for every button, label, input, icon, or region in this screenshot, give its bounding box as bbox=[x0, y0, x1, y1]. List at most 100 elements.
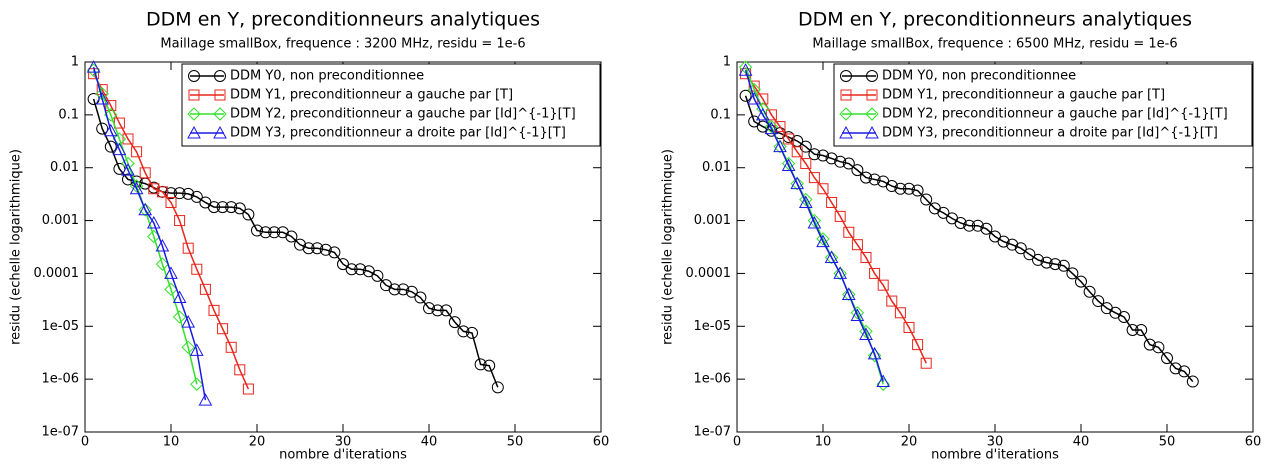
marker bbox=[807, 213, 822, 228]
marker bbox=[781, 158, 796, 172]
y-tick-label: 0.0001 bbox=[686, 266, 732, 281]
marker bbox=[866, 89, 878, 101]
series-line bbox=[744, 69, 884, 382]
marker bbox=[859, 327, 873, 340]
marker bbox=[790, 176, 805, 190]
x-tick-label: 0 bbox=[81, 435, 89, 450]
marker bbox=[817, 149, 829, 162]
marker bbox=[172, 290, 187, 304]
marker bbox=[242, 383, 254, 395]
marker bbox=[808, 172, 820, 184]
marker bbox=[1092, 295, 1105, 308]
marker bbox=[187, 125, 201, 139]
marker bbox=[963, 219, 976, 232]
marker bbox=[865, 125, 879, 139]
marker bbox=[790, 176, 804, 191]
marker bbox=[1083, 285, 1096, 298]
marker bbox=[807, 215, 822, 229]
marker bbox=[131, 146, 143, 158]
marker bbox=[920, 357, 932, 369]
marker bbox=[867, 348, 882, 363]
marker bbox=[1075, 275, 1087, 288]
marker bbox=[213, 107, 227, 121]
marker bbox=[155, 238, 170, 252]
x-tick-label: 40 bbox=[421, 435, 438, 450]
marker bbox=[1169, 362, 1182, 375]
legend-box bbox=[181, 63, 601, 147]
chart-title: DDM en Y, preconditionneurs analytiques bbox=[798, 9, 1192, 31]
marker bbox=[146, 215, 161, 229]
marker bbox=[903, 182, 915, 195]
marker bbox=[104, 108, 118, 122]
chart: DDM en Y, preconditionneurs analytiques M… bbox=[661, 9, 1262, 463]
marker bbox=[920, 193, 933, 206]
marker bbox=[850, 306, 865, 320]
marker bbox=[839, 107, 853, 121]
marker bbox=[1057, 259, 1070, 272]
legend-label: DDM Y0, non preconditionnee bbox=[882, 69, 1076, 84]
marker bbox=[1161, 352, 1173, 365]
marker bbox=[233, 202, 246, 215]
marker bbox=[860, 252, 872, 264]
marker bbox=[850, 308, 865, 321]
marker bbox=[824, 250, 839, 265]
marker bbox=[164, 266, 178, 279]
x-tick-label: 40 bbox=[1073, 435, 1090, 450]
marker bbox=[773, 139, 787, 153]
y-tick-label: 0.01 bbox=[702, 160, 731, 175]
marker bbox=[268, 226, 281, 239]
marker bbox=[251, 224, 263, 237]
marker bbox=[894, 182, 907, 195]
y-tick-label: 0.1 bbox=[710, 107, 731, 122]
marker bbox=[798, 195, 813, 208]
y-tick-label: 0.1 bbox=[58, 107, 79, 122]
marker bbox=[843, 226, 855, 238]
marker bbox=[104, 140, 117, 153]
marker bbox=[156, 186, 168, 198]
marker bbox=[747, 91, 762, 105]
marker bbox=[112, 142, 127, 156]
marker bbox=[885, 180, 898, 193]
marker bbox=[764, 119, 779, 134]
marker bbox=[971, 219, 984, 232]
y-tick-label: 1 bbox=[71, 55, 79, 70]
marker bbox=[148, 183, 160, 195]
marker bbox=[842, 287, 856, 302]
y-axis-label: residu (echelle logarithmique) bbox=[661, 149, 676, 345]
marker bbox=[833, 266, 848, 279]
marker bbox=[217, 323, 229, 335]
marker bbox=[328, 246, 341, 259]
y-tick-label: 1e-06 bbox=[41, 372, 79, 387]
x-tick-label: 30 bbox=[987, 435, 1004, 450]
marker bbox=[739, 89, 752, 102]
marker bbox=[800, 158, 812, 170]
marker bbox=[997, 235, 1010, 248]
marker bbox=[851, 239, 863, 251]
legend-label: DDM Y3, preconditionneur a droite par [I… bbox=[230, 126, 566, 141]
y-axis-label: residu (echelle logarithmique) bbox=[9, 149, 24, 345]
marker bbox=[129, 181, 144, 195]
y-tick-label: 1e-05 bbox=[693, 319, 731, 334]
legend-label: DDM Y2, preconditionneur a gauche par [I… bbox=[230, 107, 576, 122]
marker bbox=[414, 291, 427, 304]
marker bbox=[783, 133, 795, 145]
legend-label: DDM Y1, preconditionneur a gauche par [T… bbox=[882, 88, 1165, 103]
marker bbox=[824, 250, 839, 264]
marker bbox=[825, 152, 838, 165]
marker bbox=[865, 107, 879, 121]
marker bbox=[912, 339, 924, 351]
marker bbox=[129, 179, 144, 193]
y-tick-label: 0.0001 bbox=[34, 266, 80, 281]
marker bbox=[448, 316, 461, 329]
marker bbox=[139, 167, 151, 179]
marker bbox=[214, 89, 226, 101]
marker bbox=[1135, 324, 1148, 337]
marker bbox=[105, 100, 117, 112]
legend-label: DDM Y2, preconditionneur a gauche par [I… bbox=[882, 107, 1228, 122]
marker bbox=[457, 325, 470, 338]
marker bbox=[755, 107, 770, 121]
marker bbox=[474, 358, 487, 371]
marker bbox=[164, 282, 178, 297]
marker bbox=[214, 70, 226, 82]
